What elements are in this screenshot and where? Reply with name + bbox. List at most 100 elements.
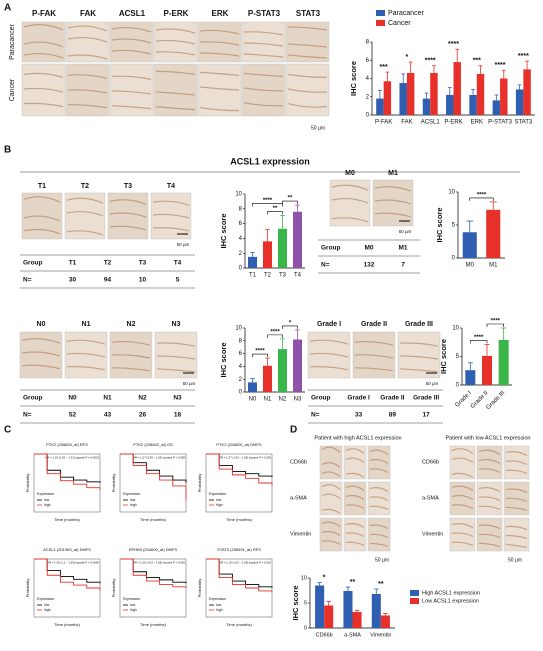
tissue-texture xyxy=(155,51,196,56)
tissue-texture xyxy=(345,472,365,478)
tissue-texture xyxy=(66,339,106,345)
significance: * xyxy=(406,54,409,61)
survival-curve xyxy=(206,453,273,486)
legend-label: low xyxy=(44,498,50,502)
tissue-texture xyxy=(199,71,240,76)
panel-label: C xyxy=(4,425,11,436)
plot-title: PTK2 (208820_at) OS xyxy=(133,442,173,447)
x-axis-title: Time (months) xyxy=(226,622,252,627)
table-cell: 43 xyxy=(104,412,112,419)
tissue-texture xyxy=(21,338,61,344)
ihc-image xyxy=(64,192,106,240)
significance: **** xyxy=(425,58,436,65)
table-cell: Group xyxy=(321,245,341,252)
bar xyxy=(422,98,431,115)
y-axis-title: Probability xyxy=(25,474,30,493)
row-label: CD66b xyxy=(422,459,439,465)
y-tick-label: 8 xyxy=(366,40,370,46)
bar xyxy=(399,83,407,115)
y-axis-title: Probability xyxy=(25,579,30,598)
y-tick-label: 10 xyxy=(301,575,307,581)
table-cell: N1 xyxy=(103,395,112,402)
annotation: HR = 1.15 (1.03 – 1.29) logrank P = 0.01… xyxy=(219,561,271,565)
bracket xyxy=(470,340,488,344)
y-axis-title: IHC score xyxy=(439,339,448,374)
legend-label: low xyxy=(44,603,50,607)
bar xyxy=(293,211,302,268)
ihc-image xyxy=(503,445,530,480)
tissue-texture xyxy=(354,367,394,372)
legend-label: high xyxy=(216,503,223,507)
scale-label: 50 μm xyxy=(508,557,522,563)
tissue-texture xyxy=(321,446,341,454)
tissue-texture xyxy=(451,504,474,509)
tissue-texture xyxy=(111,49,152,55)
bar xyxy=(469,94,477,115)
ihc-image xyxy=(153,21,198,63)
legend-label: low xyxy=(216,603,222,607)
scale-label: 50 μm xyxy=(311,125,325,131)
tissue-texture xyxy=(156,342,196,347)
ihc-image xyxy=(449,517,476,552)
table-cell: N2 xyxy=(138,395,147,402)
table-cell: T1 xyxy=(69,260,77,267)
bar xyxy=(482,355,492,385)
tissue-texture xyxy=(287,73,328,78)
y-tick-label: 0 xyxy=(239,390,243,396)
survival-curve xyxy=(34,453,101,490)
bracket xyxy=(252,353,268,358)
tissue-texture xyxy=(505,497,528,503)
x-tick-label: N0 xyxy=(249,397,257,403)
x-tick-label: N1 xyxy=(264,397,272,403)
ihc-image xyxy=(343,445,367,480)
bracket xyxy=(267,334,283,338)
scale-label: 50 μm xyxy=(399,229,412,234)
tissue-texture xyxy=(399,355,439,360)
image-label: N1 xyxy=(82,321,91,328)
tissue-texture xyxy=(331,184,369,191)
legend-title: Expression xyxy=(209,597,226,601)
plot-title: PTK2 (208820_at) RFS xyxy=(46,442,88,447)
tissue-texture xyxy=(23,41,64,48)
y-tick-label: 8 xyxy=(239,206,243,212)
x-tick-label: Grade III xyxy=(485,390,506,411)
image-header: Patient with low ACSL1 expression xyxy=(446,435,531,441)
panel-label: B xyxy=(4,145,11,156)
tissue-texture xyxy=(369,505,389,510)
tissue-texture xyxy=(451,448,474,455)
y-axis-title: IHC score xyxy=(291,585,300,620)
tissue-texture xyxy=(66,366,106,371)
tissue-texture xyxy=(451,457,474,464)
tissue-texture xyxy=(451,485,474,492)
legend-swatch xyxy=(410,598,419,604)
table-cell: 89 xyxy=(389,412,397,419)
tissue-texture xyxy=(345,494,365,501)
bar xyxy=(476,73,485,115)
bar xyxy=(248,256,257,268)
tissue-texture xyxy=(321,540,341,545)
table-cell: M1 xyxy=(398,245,407,252)
tissue-texture xyxy=(369,458,389,465)
bar xyxy=(343,591,353,628)
tissue-texture xyxy=(478,449,501,456)
y-tick-label: 4 xyxy=(366,76,370,82)
y-tick-label: 8 xyxy=(239,338,243,344)
image-label: M0 xyxy=(345,170,355,177)
annotation: HR = 1.27 (1.03 – 1.56) logrank P = 0.02… xyxy=(219,456,271,460)
tissue-texture xyxy=(321,461,341,468)
tissue-texture xyxy=(505,460,528,466)
table-cell: N= xyxy=(321,262,330,269)
x-tick-label: P-FAK xyxy=(375,120,392,126)
y-tick-label: 0 xyxy=(304,625,307,631)
x-tick-label: P-STAT3 xyxy=(488,120,512,126)
y-tick-label: 2 xyxy=(239,377,243,383)
tissue-texture xyxy=(331,217,369,223)
tissue-texture xyxy=(67,25,108,32)
tissue-texture xyxy=(243,53,284,58)
tissue-texture xyxy=(287,54,328,59)
y-tick-label: 10 xyxy=(235,326,242,332)
scale-label: 50 μm xyxy=(375,557,389,563)
x-tick-label: ERK xyxy=(471,120,483,126)
tissue-texture xyxy=(109,212,147,218)
